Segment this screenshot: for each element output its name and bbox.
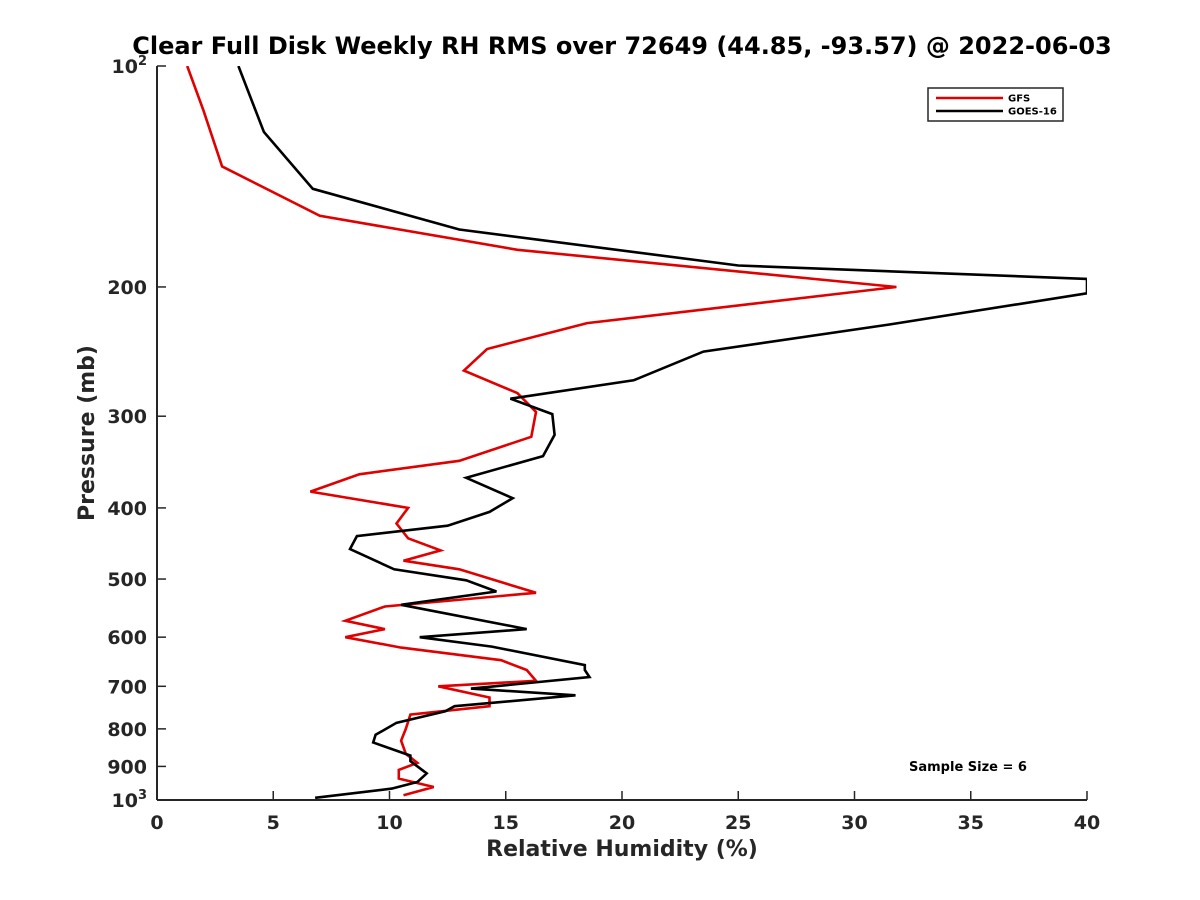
y-tick-label: 800 [107,719,147,741]
y-axis-ticks: 102 200 300 400 500 600 700 800 900 103 [107,54,166,812]
x-tick-label: 10 [376,812,402,834]
y-tick-label: 102 [112,54,148,78]
x-tick-label: 40 [1074,812,1100,834]
plot-area [157,66,1087,800]
x-tick-label: 0 [150,812,163,834]
y-tick-label: 600 [107,627,147,649]
x-tick-label: 15 [493,812,519,834]
y-tick-label: 300 [107,406,147,428]
y-tick-label: 900 [107,756,147,778]
x-tick-label: 35 [958,812,984,834]
y-tick-label: 500 [107,569,147,591]
x-axis-ticks: 0 5 10 15 20 25 30 35 40 [150,791,1100,834]
series-line-gfs [185,66,897,797]
y-tick-label: 700 [107,676,147,698]
sample-size-annotation: Sample Size = 6 [909,760,1027,775]
chart-title: Clear Full Disk Weekly RH RMS over 72649… [132,32,1112,60]
series-layer [185,66,1087,800]
y-tick-label: 200 [107,277,147,299]
legend-label-goes16: GOES-16 [1008,107,1057,118]
y-tick-label: 103 [112,788,148,812]
series-line-goes16 [237,66,1087,800]
legend-label-gfs: GFS [1008,94,1030,105]
legend-box [927,87,1064,122]
legend: GFS GOES-16 [927,87,1064,122]
x-tick-label: 20 [609,812,635,834]
x-tick-label: 5 [267,812,280,834]
x-tick-label: 25 [725,812,751,834]
x-axis-label: Relative Humidity (%) [486,837,758,862]
x-tick-label: 30 [841,812,867,834]
y-tick-label: 400 [107,498,147,520]
y-axis-label: Pressure (mb) [75,345,100,521]
